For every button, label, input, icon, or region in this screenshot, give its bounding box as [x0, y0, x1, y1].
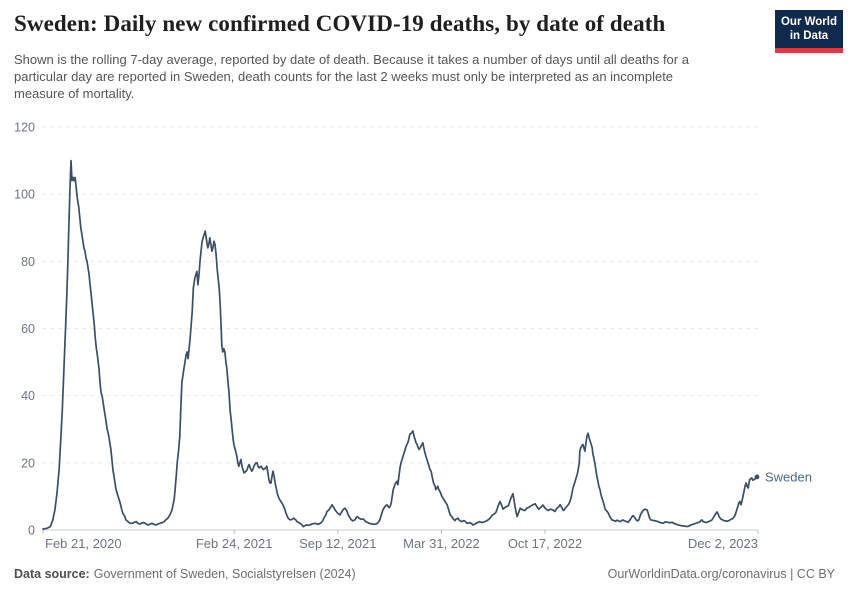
y-axis-tick-label: 0: [28, 524, 35, 538]
y-axis-tick-label: 60: [21, 322, 35, 336]
chart-subtitle: Shown is the rolling 7-day average, repo…: [14, 52, 689, 102]
series-end-label: Sweden: [765, 469, 812, 484]
y-axis-tick-label: 100: [14, 188, 35, 202]
x-axis-tick-label: Feb 21, 2020: [45, 536, 122, 551]
logo-text-line1: Our World: [780, 16, 837, 28]
y-axis-tick-label: 80: [21, 255, 35, 269]
chart-footer: Data source: Government of Sweden, Social…: [14, 567, 835, 581]
footer-link[interactable]: OurWorldinData.org/coronavirus | CC BY: [607, 567, 835, 581]
y-axis-tick-label: 40: [21, 389, 35, 403]
logo-text-line2: in Data: [789, 29, 829, 42]
data-source-value: Government of Sweden, Socialstyrelsen (2…: [93, 567, 356, 581]
y-axis-tick-label: 20: [21, 456, 35, 470]
x-axis-tick-label: Sep 12, 2021: [299, 536, 376, 551]
y-axis-tick-label: 120: [14, 121, 35, 135]
x-axis-tick-label: Dec 2, 2023: [688, 536, 758, 551]
sweden-series-line: [42, 159, 758, 530]
owid-logo[interactable]: Our World in Data: [775, 10, 843, 53]
series-end-dot: [754, 474, 760, 480]
x-axis-tick-label: Oct 17, 2022: [508, 536, 582, 551]
x-axis-tick-label: Feb 24, 2021: [196, 536, 273, 551]
x-axis-tick-label: Mar 31, 2022: [403, 536, 480, 551]
data-source-label: Data source:: [14, 567, 90, 581]
data-source: Data source: Government of Sweden, Social…: [14, 567, 356, 581]
page-title: Sweden: Daily new confirmed COVID-19 dea…: [14, 11, 666, 36]
